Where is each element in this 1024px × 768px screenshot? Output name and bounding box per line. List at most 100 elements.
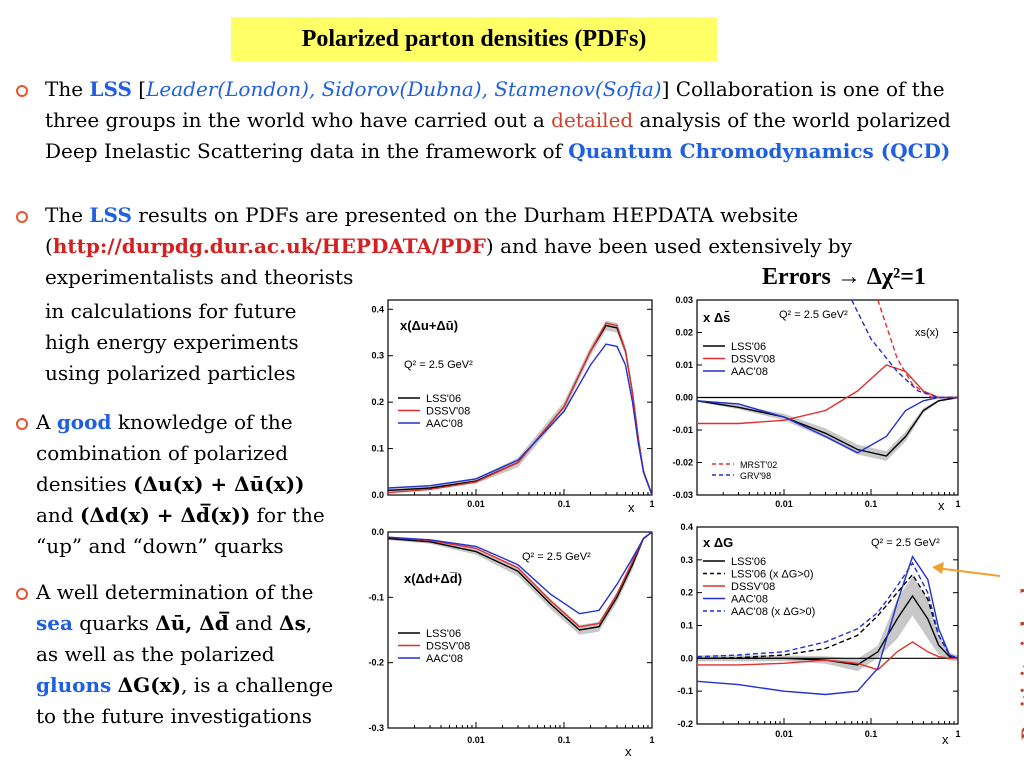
bullet-lss-results: The LSS results on PDFs are presented on… bbox=[45, 203, 853, 289]
y-tick-label: -0.1 bbox=[368, 592, 384, 602]
x-tick-label: 0.1 bbox=[558, 499, 571, 509]
y-tick-label: -0.01 bbox=[672, 425, 693, 435]
bullet-good-knowledge: A good knowledge of the combination of p… bbox=[36, 410, 325, 558]
series-line bbox=[387, 531, 653, 631]
series-line bbox=[387, 531, 653, 615]
bullet-marker bbox=[16, 418, 28, 430]
axes-frame bbox=[387, 531, 653, 729]
x-axis-label: x bbox=[938, 498, 945, 513]
y-tick-label: 0.0 bbox=[371, 527, 384, 537]
y-tick-label: 0.2 bbox=[371, 397, 384, 407]
x-tick-label: 1 bbox=[955, 499, 960, 509]
q2-label: Q² = 2.5 GeV² bbox=[871, 537, 940, 549]
y-tick-label: -0.3 bbox=[368, 723, 384, 733]
y-tick-label: 0.4 bbox=[680, 522, 693, 532]
positivity-note: Positivity is broken bbox=[1016, 559, 1024, 740]
chart-quantity-label: x ΔG bbox=[703, 535, 733, 550]
y-tick-label: -0.03 bbox=[672, 490, 693, 500]
bullet-lss-results-cont: in calculations for future high energy e… bbox=[45, 299, 299, 385]
y-tick-label: 0.03 bbox=[675, 295, 693, 305]
x-tick-label: 0.01 bbox=[467, 735, 485, 745]
y-tick-label: 0.02 bbox=[675, 328, 693, 338]
legend-entry: AAC'08 bbox=[731, 594, 768, 606]
y-tick-label: 0.1 bbox=[680, 621, 693, 631]
series-line bbox=[851, 299, 958, 399]
bullet-marker bbox=[16, 211, 28, 223]
x-tick-label: 1 bbox=[955, 729, 960, 739]
error-band bbox=[388, 531, 652, 635]
legend-entry: LSS'06 (x ΔG>0) bbox=[731, 569, 814, 581]
series-line bbox=[696, 396, 959, 457]
legend-entry: LSS'06 bbox=[731, 556, 766, 568]
y-tick-label: 0.0 bbox=[371, 490, 384, 500]
q2-label: Q² = 2.5 GeV² bbox=[779, 309, 848, 321]
q2-label: Q² = 2.5 GeV² bbox=[404, 359, 473, 371]
legend-entry: LSS'06 bbox=[426, 393, 461, 405]
legend-entry: DSSV'08 bbox=[426, 406, 470, 418]
legend-entry: AAC'08 bbox=[731, 366, 768, 378]
series-line bbox=[696, 561, 959, 659]
bullet-marker bbox=[16, 85, 28, 97]
legend-entry: GRV'98 bbox=[740, 471, 771, 481]
chart-4: 0.4 0.3 0.2 0.1 0.0 -0.1 -0.2 0.01 0.1 1x x ΔG Q² =… bbox=[677, 522, 960, 747]
chart-3: 0.030.020.010.00-0.01-0.02-0.030.01 0.1 1x… bbox=[672, 295, 960, 513]
legend-entry: DSSV'08 bbox=[731, 354, 775, 366]
x-tick-label: 0.01 bbox=[467, 499, 485, 509]
y-tick-label: 0.4 bbox=[371, 304, 384, 314]
y-tick-label: 0.3 bbox=[371, 351, 384, 361]
x-tick-label: 0.1 bbox=[558, 735, 571, 745]
x-tick-label: 1 bbox=[649, 735, 654, 745]
bullet-sea-quarks: A well determination of the sea quarks Δ… bbox=[36, 580, 334, 728]
x-tick-label: 0.1 bbox=[865, 729, 878, 739]
x-axis-label: x bbox=[625, 744, 632, 759]
y-tick-label: 0.0 bbox=[680, 653, 693, 663]
x-tick-label: 0.01 bbox=[775, 499, 793, 509]
series-line bbox=[387, 531, 653, 628]
y-tick-label: -0.2 bbox=[368, 658, 384, 668]
y-tick-label: 0.1 bbox=[371, 444, 384, 454]
axes-frame bbox=[387, 299, 653, 496]
chart-quantity-label: x Δs̄ bbox=[703, 310, 730, 325]
bullet-marker bbox=[16, 588, 28, 600]
series-line bbox=[696, 396, 958, 454]
legend-entry: DSSV'08 bbox=[426, 641, 470, 653]
y-tick-label: -0.1 bbox=[677, 686, 693, 696]
annotation: xs(x) bbox=[915, 327, 939, 339]
chart-quantity-label: x(Δd+Δd̅) bbox=[404, 571, 462, 586]
series-line bbox=[696, 555, 959, 696]
x-tick-label: 0.1 bbox=[865, 499, 878, 509]
x-axis-label: x bbox=[942, 732, 949, 747]
x-tick-label: 0.01 bbox=[775, 729, 793, 739]
legend-entry: AAC'08 bbox=[426, 418, 463, 430]
bullet-lss-collaboration: The LSS [Leader(London), Sidorov(Dubna),… bbox=[45, 77, 951, 163]
q2-label: Q² = 2.5 GeV² bbox=[522, 551, 591, 563]
legend-entry: DSSV'08 bbox=[731, 581, 775, 593]
legend-entry: AAC'08 bbox=[426, 653, 463, 665]
legend-entry: AAC'08 (x ΔG>0) bbox=[731, 606, 815, 618]
y-tick-label: 0.01 bbox=[675, 360, 693, 370]
legend-entry: MRST'02 bbox=[740, 460, 777, 470]
legend-entry: LSS'06 bbox=[426, 628, 461, 640]
series-line bbox=[697, 364, 958, 425]
errors-note: Errors → Δχ²=1 bbox=[762, 264, 926, 290]
y-tick-label: 0.2 bbox=[680, 588, 693, 598]
y-tick-label: -0.2 bbox=[677, 719, 693, 729]
y-tick-label: -0.02 bbox=[672, 458, 693, 468]
y-tick-label: 0.3 bbox=[680, 555, 693, 565]
chart-2: 0.0 -0.1 -0.2 -0.3 0.01 0.1 1 x x(Δd+Δd̅) Q² = 2.… bbox=[368, 527, 654, 759]
hepdata-link[interactable]: http://durpdg.dur.ac.uk/HEPDATA/PDF bbox=[52, 234, 486, 258]
chart-1: 0.0 0.1 0.2 0.3 0.4 0.01 0.1 1 x x(Δu+Δū) Q² = 2.5… bbox=[371, 299, 655, 515]
x-tick-label: 1 bbox=[649, 499, 654, 509]
error-band bbox=[388, 320, 652, 496]
series-line bbox=[697, 641, 958, 671]
chart-quantity-label: x(Δu+Δū) bbox=[400, 318, 458, 333]
arrow-head bbox=[932, 562, 944, 574]
arrow-shaft bbox=[935, 567, 1001, 577]
legend-entry: LSS'06 bbox=[731, 341, 766, 353]
x-axis-label: x bbox=[628, 500, 635, 515]
slide-title: Polarized parton densities (PDFs) bbox=[231, 17, 717, 61]
error-band bbox=[697, 576, 958, 672]
y-tick-label: 0.00 bbox=[675, 393, 693, 403]
series-line bbox=[387, 343, 653, 496]
